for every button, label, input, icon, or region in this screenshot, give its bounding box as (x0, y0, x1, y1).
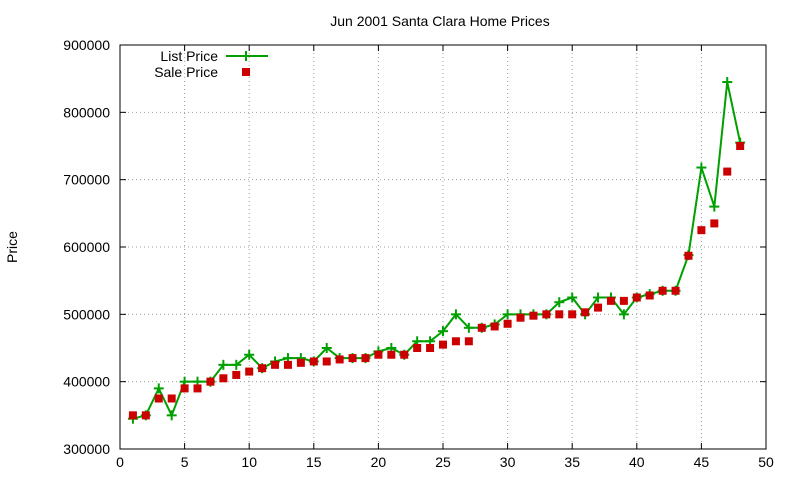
sale-price-point (387, 350, 396, 359)
list-price-point (450, 309, 461, 320)
series-layer (127, 77, 746, 424)
sale-price-point (322, 357, 331, 366)
sale-price-point (296, 358, 305, 367)
sale-price-point (645, 291, 654, 300)
list-price-point (502, 309, 513, 320)
sale-price-point (619, 296, 628, 305)
y-tick-label: 700000 (63, 172, 110, 188)
sale-price-point (348, 354, 357, 363)
legend-label: Sale Price (154, 64, 218, 80)
chart-title: Jun 2001 Santa Clara Home Prices (330, 13, 549, 29)
sale-price-point (141, 411, 150, 420)
y-tick-label: 600000 (63, 239, 110, 255)
list-price-point (321, 343, 332, 353)
x-axis: 0 5 10 15 20 25 30 35 40 45 50 (116, 45, 774, 470)
sale-price-point (361, 354, 370, 363)
sale-price-point (736, 142, 745, 150)
x-tick-label: 30 (500, 454, 516, 470)
y-tick-label: 800000 (63, 104, 110, 120)
list-price-point (593, 292, 604, 303)
sale-price-point (245, 367, 254, 376)
sale-price-point (503, 319, 512, 328)
sale-price-point (258, 364, 267, 373)
legend-swatch-marker (241, 51, 251, 61)
y-tick-label: 400000 (63, 374, 110, 390)
sale-price-point (335, 355, 344, 364)
list-price-point (218, 359, 229, 370)
sale-price-point (219, 374, 228, 383)
x-tick-label: 50 (758, 454, 774, 470)
sale-price-point (477, 323, 486, 332)
x-tick-label: 5 (181, 454, 189, 470)
sale-price-point (671, 286, 680, 295)
sale-price-point (400, 350, 409, 359)
sale-price-point (167, 394, 176, 403)
y-axis-label: Price (4, 231, 20, 263)
sale-price-point (426, 344, 435, 352)
sale-price-point (128, 411, 137, 420)
x-tick-label: 10 (241, 454, 257, 470)
x-tick-label: 25 (435, 454, 451, 470)
sale-price-point (568, 310, 577, 319)
sale-price-point (193, 384, 202, 393)
x-tick-label: 45 (694, 454, 710, 470)
list-price-point (696, 162, 707, 173)
sale-price-point (309, 357, 318, 366)
legend-label: List Price (160, 48, 218, 64)
sale-price-point (271, 360, 280, 369)
list-price-point (244, 349, 255, 360)
list-price-point (438, 326, 448, 337)
x-tick-label: 35 (564, 454, 580, 470)
list-price-point (463, 322, 474, 333)
sale-price-point (232, 370, 241, 379)
list-price-point (618, 309, 629, 320)
list-price-point (554, 297, 565, 308)
sale-price-point (439, 340, 447, 349)
sale-price-point (684, 251, 693, 260)
y-axis: 300000 400000 500000 600000 700000 800000 9000… (63, 37, 766, 457)
y-tick-label: 900000 (63, 37, 110, 53)
sale-price-point (154, 394, 163, 403)
sale-price-point (283, 360, 292, 369)
sale-price-point (697, 226, 706, 235)
series-sale-price (128, 142, 745, 420)
x-tick-label: 0 (116, 454, 124, 470)
sale-price-point (581, 308, 590, 317)
sale-price-point (542, 310, 551, 319)
sale-price-point (374, 350, 383, 359)
x-tick-label: 15 (306, 454, 322, 470)
sale-price-point (516, 313, 525, 322)
sale-price-point (723, 167, 732, 176)
x-tick-label: 40 (629, 454, 645, 470)
list-price-point (567, 292, 578, 303)
list-price-point (722, 77, 733, 88)
sale-price-point (632, 293, 641, 302)
y-tick-label: 300000 (63, 441, 110, 457)
sale-price-point (594, 303, 603, 312)
sale-price-point (606, 296, 615, 305)
list-price-point (153, 383, 164, 394)
sale-price-point (658, 286, 667, 295)
sale-price-point (490, 322, 499, 331)
sale-price-point (413, 344, 422, 352)
sale-price-point (710, 219, 719, 228)
legend-swatch-marker (242, 68, 250, 76)
list-price-point (231, 359, 242, 370)
sale-price-point (180, 384, 189, 393)
y-tick-label: 500000 (63, 306, 110, 322)
list-price-point (166, 410, 177, 421)
list-price-point (709, 201, 720, 212)
sale-price-point (451, 337, 460, 346)
sale-price-point (555, 310, 564, 319)
sale-price-point (464, 337, 473, 346)
sale-price-point (529, 311, 538, 320)
sale-price-point (206, 377, 215, 386)
x-tick-label: 20 (371, 454, 387, 470)
